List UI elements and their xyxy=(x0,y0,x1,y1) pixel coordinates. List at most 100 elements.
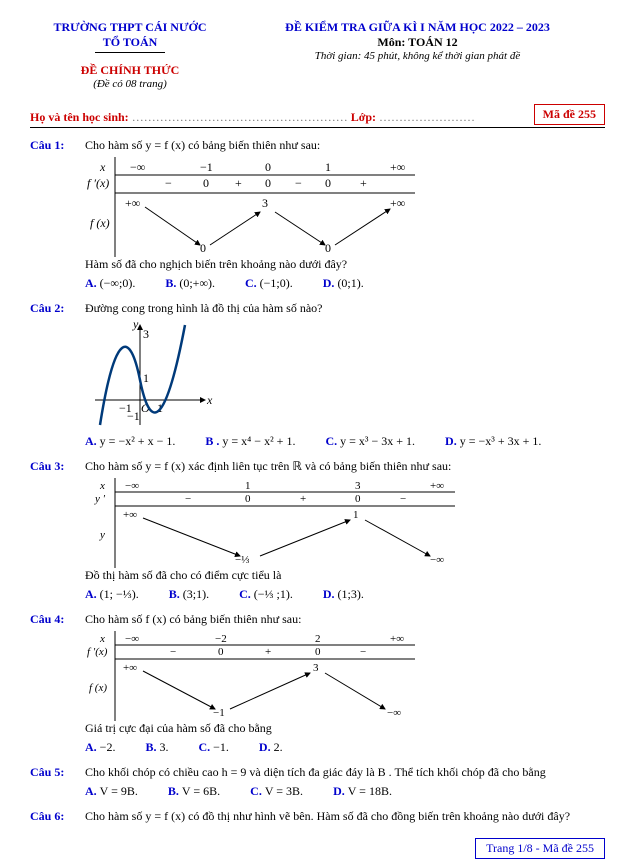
q2-B: B .y = x⁴ − x² + 1. xyxy=(205,434,295,449)
svg-text:+∞: +∞ xyxy=(390,633,404,645)
page-footer: Trang 1/8 - Mã đề 255 xyxy=(475,838,605,859)
q3-A: A.(1; −⅓). xyxy=(85,587,139,602)
svg-text:+: + xyxy=(360,176,367,190)
q5-label: Câu 5: xyxy=(30,765,85,780)
question-2: Câu 2: Đường cong trong hình là đồ thị c… xyxy=(30,301,605,316)
page-note: (Đề có 08 trang) xyxy=(30,78,230,90)
official: ĐỀ CHÍNH THỨC xyxy=(30,63,230,78)
q4-choices: A.−2. B.3. C.−1. D.2. xyxy=(85,740,605,755)
q3-C: C.(−⅓ ;1). xyxy=(239,587,293,602)
q3-text: Cho hàm số y = f (x) xác định liên tục t… xyxy=(85,459,605,474)
q4-C: C.−1. xyxy=(198,740,228,755)
q3-label: Câu 3: xyxy=(30,459,85,474)
q6-label: Câu 6: xyxy=(30,809,85,824)
header: TRƯỜNG THPT CÁI NƯỚC TỔ TOÁN ĐỀ CHÍNH TH… xyxy=(30,20,605,90)
q1-choices: A.(−∞;0). B.(0;+∞). C.(−1;0). D.(0;1). xyxy=(85,276,605,291)
svg-text:x: x xyxy=(99,633,105,645)
class-label: Lớp: xyxy=(351,110,376,124)
svg-text:0: 0 xyxy=(203,176,209,190)
q3-D: D.(1;3). xyxy=(323,587,364,602)
svg-text:−1: −1 xyxy=(127,409,140,423)
exam-title: ĐỀ KIỂM TRA GIỮA KÌ I NĂM HỌC 2022 – 202… xyxy=(230,20,605,35)
svg-text:1: 1 xyxy=(143,371,149,385)
q5-choices: A.V = 9B. B.V = 6B. C.V = 3B. D.V = 18B. xyxy=(85,784,605,799)
q5-B: B.V = 6B. xyxy=(168,784,220,799)
svg-text:y: y xyxy=(99,529,105,541)
q1-variation-table: x −∞−101+∞ f ′(x) −0+0−0+ f (x) +∞3+∞ 00 xyxy=(85,157,415,257)
q4-label: Câu 4: xyxy=(30,612,85,627)
svg-text:−⅓: −⅓ xyxy=(235,554,249,566)
q2-A: A.y = −x² + x − 1. xyxy=(85,434,175,449)
q3-variation-table: x −∞13+∞ y ′ −0+0− y +∞1 −⅓−∞ xyxy=(85,478,455,568)
svg-text:+: + xyxy=(235,176,242,190)
svg-text:0: 0 xyxy=(355,493,361,505)
svg-text:0: 0 xyxy=(245,493,251,505)
svg-text:f (x): f (x) xyxy=(90,216,110,230)
q4-table: x −∞−22+∞ f ′(x) −0+0− f (x) +∞3 −1−∞ xyxy=(85,631,605,721)
q5-C: C.V = 3B. xyxy=(250,784,303,799)
svg-text:x: x xyxy=(99,160,106,174)
q3-table: x −∞13+∞ y ′ −0+0− y +∞1 −⅓−∞ xyxy=(85,478,605,568)
svg-text:+∞: +∞ xyxy=(125,196,140,210)
svg-text:1: 1 xyxy=(245,480,251,492)
q5-D: D.V = 18B. xyxy=(333,784,392,799)
svg-text:+: + xyxy=(300,493,306,505)
svg-text:0: 0 xyxy=(325,241,331,255)
q5-text: Cho khối chóp có chiều cao h = 9 và diện… xyxy=(85,765,605,780)
exam-code: Mã đề 255 xyxy=(534,104,605,125)
school-block: TRƯỜNG THPT CÁI NƯỚC TỔ TOÁN ĐỀ CHÍNH TH… xyxy=(30,20,230,90)
svg-text:−: − xyxy=(170,646,176,658)
svg-text:y ′: y ′ xyxy=(94,493,106,505)
svg-text:0: 0 xyxy=(200,241,206,255)
svg-text:1: 1 xyxy=(353,509,359,521)
question-4: Câu 4: Cho hàm số f (x) có bảng biến thi… xyxy=(30,612,605,627)
title-block: ĐỀ KIỂM TRA GIỮA KÌ I NĂM HỌC 2022 – 202… xyxy=(230,20,605,90)
svg-text:−∞: −∞ xyxy=(130,160,145,174)
cubic-graph: x y 31 −1O1 −1 xyxy=(85,320,215,430)
q1-label: Câu 1: xyxy=(30,138,85,153)
svg-text:+: + xyxy=(265,646,271,658)
name-label: Họ và tên học sinh: xyxy=(30,110,129,124)
q2-C: C.y = x³ − 3x + 1. xyxy=(325,434,415,449)
svg-text:0: 0 xyxy=(265,176,271,190)
q3-B: B.(3;1). xyxy=(169,587,209,602)
q6-text: Cho hàm số y = f (x) có đồ thị như hình … xyxy=(85,809,605,824)
q4-variation-table: x −∞−22+∞ f ′(x) −0+0− f (x) +∞3 −1−∞ xyxy=(85,631,415,721)
student-row: Họ và tên học sinh: ……………………………………………… L… xyxy=(30,104,605,125)
q2-label: Câu 2: xyxy=(30,301,85,316)
q4-A: A.−2. xyxy=(85,740,115,755)
svg-text:3: 3 xyxy=(355,480,361,492)
svg-text:−∞: −∞ xyxy=(387,707,401,719)
svg-text:2: 2 xyxy=(315,633,321,645)
q1-table: x −∞−101+∞ f ′(x) −0+0−0+ f (x) +∞3+∞ 00 xyxy=(85,157,605,257)
svg-text:f ′(x): f ′(x) xyxy=(87,646,108,658)
class-dots: …………………… xyxy=(379,110,475,124)
subject: Môn: TOÁN 12 xyxy=(230,35,605,50)
svg-text:+∞: +∞ xyxy=(123,662,137,674)
svg-text:−∞: −∞ xyxy=(430,554,444,566)
svg-text:−: − xyxy=(185,493,191,505)
q1-A: A.(−∞;0). xyxy=(85,276,135,291)
svg-text:f (x): f (x) xyxy=(89,682,107,694)
svg-text:−: − xyxy=(165,176,172,190)
svg-text:+∞: +∞ xyxy=(123,509,137,521)
svg-text:3: 3 xyxy=(262,196,268,210)
svg-text:0: 0 xyxy=(265,160,271,174)
school-name: TRƯỜNG THPT CÁI NƯỚC xyxy=(30,20,230,35)
divider xyxy=(95,52,165,53)
q2-choices: A.y = −x² + x − 1. B .y = x⁴ − x² + 1. C… xyxy=(85,434,605,449)
svg-text:1: 1 xyxy=(325,160,331,174)
q4-D: D.2. xyxy=(259,740,283,755)
svg-text:−1: −1 xyxy=(200,160,213,174)
svg-text:−∞: −∞ xyxy=(125,480,139,492)
svg-text:−2: −2 xyxy=(215,633,227,645)
q1-B: B.(0;+∞). xyxy=(165,276,215,291)
q4-B: B.3. xyxy=(145,740,168,755)
svg-text:3: 3 xyxy=(313,662,319,674)
q1-C: C.(−1;0). xyxy=(245,276,293,291)
svg-text:f ′(x): f ′(x) xyxy=(87,176,109,190)
svg-text:3: 3 xyxy=(143,327,149,341)
q2-graph: x y 31 −1O1 −1 xyxy=(85,320,605,430)
question-1: Câu 1: Cho hàm số y = f (x) có bảng biến… xyxy=(30,138,605,153)
svg-text:y: y xyxy=(132,320,139,331)
